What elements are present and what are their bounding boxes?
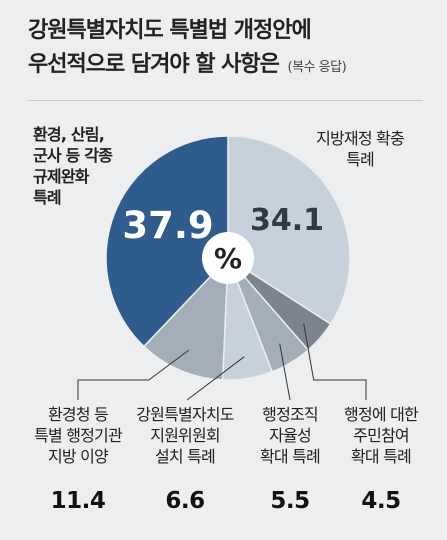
- slice-label-committee: 강원특별자치도 지원위원회 설치 특례: [125, 404, 245, 467]
- slice-value-regulation: 37.9: [122, 204, 213, 247]
- slice-label-finance: 지방재정 확충 특례: [290, 128, 430, 170]
- leader-line-agency: [77, 349, 190, 400]
- slice-label-participation-line-2: 주민참여: [353, 426, 409, 445]
- slice-label-agency-line-3: 지방 이양: [48, 447, 109, 466]
- slice-value-agency: 11.4: [50, 488, 106, 514]
- pie-slice-agency: [142, 256, 229, 381]
- pie-center-label: %: [214, 242, 242, 275]
- pie-slice-regulation: [105, 135, 229, 348]
- slice-label-finance-line-2: 특례: [346, 150, 375, 169]
- leader-line-organization: [279, 343, 291, 401]
- slice-label-finance-line-1: 지방재정 확충: [316, 129, 405, 148]
- slice-label-committee-line-2: 지원위원회: [150, 426, 220, 445]
- slice-value-finance: 34.1: [250, 203, 324, 238]
- slice-label-committee-line-3: 설치 특례: [155, 447, 216, 466]
- slice-value-committee: 6.6: [165, 488, 205, 514]
- slice-value-participation: 4.5: [361, 488, 401, 514]
- slice-label-regulation: 환경, 산림, 군사 등 각종 규제완화 특례: [33, 124, 183, 208]
- title-line-2: 우선적으로 담겨야 할 사항은 (복수 응답): [28, 48, 438, 85]
- slice-value-organization: 5.5: [270, 488, 310, 514]
- slice-label-regulation-line-1: 환경, 산림,: [33, 125, 105, 144]
- chart-title: 강원특별자치도 특별법 개정안에 우선적으로 담겨야 할 사항은 (복수 응답): [28, 14, 438, 85]
- title-divider: [28, 100, 423, 101]
- slice-label-regulation-line-3: 규제완화: [33, 167, 89, 186]
- slice-label-organization-line-1: 행정조직: [262, 405, 318, 424]
- slice-label-organization-line-3: 확대 특례: [260, 447, 321, 466]
- slice-label-regulation-line-4: 특례: [33, 188, 62, 207]
- slice-label-organization: 행정조직 자율성 확대 특례: [230, 404, 350, 467]
- leader-line-committee: [186, 356, 245, 401]
- title-line-2-text: 우선적으로 담겨야 할 사항은: [28, 52, 280, 77]
- slice-label-regulation-line-2: 군사 등 각종: [33, 146, 113, 165]
- slice-label-participation: 행정에 대한 주민참여 확대 특례: [321, 404, 441, 467]
- slice-label-organization-line-2: 자율성: [269, 426, 312, 445]
- slice-label-committee-line-1: 강원특별자치도: [136, 405, 234, 424]
- title-subtitle: (복수 응답): [287, 60, 347, 75]
- slice-label-agency-line-2: 특별 행정기관: [34, 426, 123, 445]
- slice-label-participation-line-3: 확대 특례: [351, 447, 412, 466]
- pie-center-circle: [202, 232, 254, 284]
- leader-line-participation: [303, 323, 367, 400]
- title-line-1: 강원특별자치도 특별법 개정안에: [28, 18, 312, 43]
- slice-label-agency: 환경청 등 특별 행정기관 지방 이양: [18, 404, 138, 467]
- slice-label-agency-line-1: 환경청 등: [48, 405, 109, 424]
- slice-label-participation-line-1: 행정에 대한: [344, 405, 419, 424]
